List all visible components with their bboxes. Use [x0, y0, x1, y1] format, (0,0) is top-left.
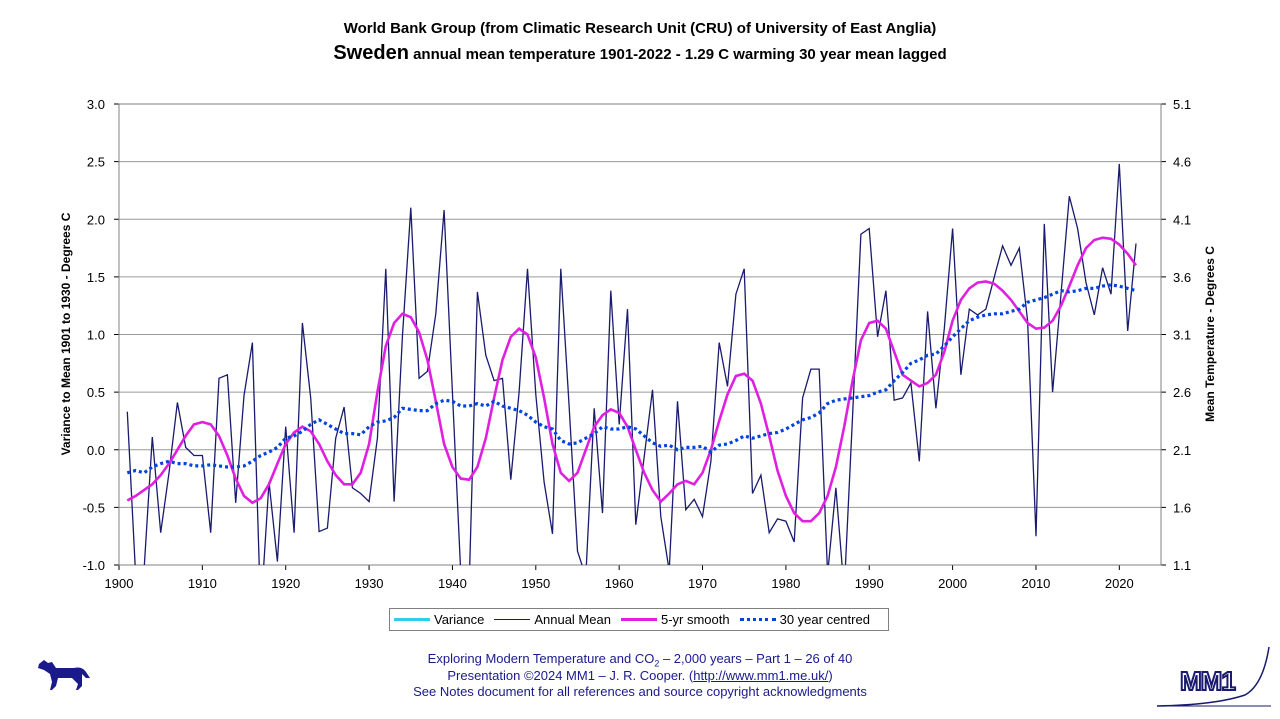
chart-title-line1: World Bank Group (from Climatic Research…: [343, 20, 937, 37]
y-tick-right-2: 2.1: [1173, 443, 1191, 458]
y-tick-right-6: 4.1: [1173, 212, 1191, 227]
plot-frame: [118, 103, 1162, 566]
x-tick-1: 1910: [188, 576, 217, 591]
x-tick-6: 1960: [605, 576, 634, 591]
x-tick-9: 1990: [855, 576, 884, 591]
x-tick-10: 2000: [938, 576, 967, 591]
y-tick-left-6: 2.0: [87, 212, 105, 227]
y-tick-left-7: 2.5: [87, 155, 105, 170]
chart-title-country: Sweden: [333, 42, 409, 64]
legend-swatch-centred: [739, 618, 776, 621]
series-annual-mean: [126, 163, 1137, 565]
y-axis-left-title: Variance to Mean 1901 to 1930 - Degrees …: [59, 212, 73, 456]
legend-label-variance: Variance: [434, 612, 485, 627]
footer-line3: See Notes document for all references an…: [413, 684, 867, 699]
mm1-logo-text: MM1: [1180, 666, 1235, 696]
legend-label-annual-mean: Annual Mean: [534, 612, 611, 627]
y-tick-right-0: 1.1: [1173, 558, 1191, 573]
x-tick-0: 1900: [105, 576, 134, 591]
legend-item-variance: Variance: [394, 612, 484, 627]
footer-line2-prefix: Presentation ©2024 MM1 – J. R. Cooper. (: [447, 668, 694, 683]
footer-line2: Presentation ©2024 MM1 – J. R. Cooper. (…: [0, 668, 1280, 684]
y-axis-right-title: Mean Temperature - Degrees C: [1203, 246, 1217, 422]
footer-line1-suffix: – 2,000 years – Part 1 – 26 of 40: [659, 651, 853, 666]
x-tick-11: 2010: [1021, 576, 1050, 591]
y-tick-left-4: 1.0: [87, 328, 105, 343]
footer-line2-suffix: ): [828, 668, 833, 683]
footer-line1-sub: 2: [654, 658, 660, 669]
x-tick-2: 1920: [271, 576, 300, 591]
y-tick-right-5: 3.6: [1173, 270, 1191, 285]
chart-title-rest: annual mean temperature 1901-2022 - 1.29…: [413, 46, 947, 63]
y-tick-left-8: 3.0: [87, 97, 105, 112]
y-tick-right-7: 4.6: [1173, 155, 1191, 170]
footer-line1-prefix: Exploring Modern Temperature and CO: [427, 651, 655, 666]
legend-label-smooth: 5-yr smooth: [660, 612, 730, 627]
y-tick-left-2: 0.0: [87, 443, 105, 458]
legend-swatch-annual-mean: [494, 619, 531, 620]
footer-line1: Exploring Modern Temperature and CO2 – 2…: [0, 651, 1280, 672]
x-tick-5: 1950: [521, 576, 550, 591]
legend-item-smooth: 5-yr smooth: [620, 612, 730, 627]
y-tick-left-5: 1.5: [87, 270, 105, 285]
y-tick-right-1: 1.6: [1173, 500, 1191, 515]
x-tick-12: 2020: [1105, 576, 1134, 591]
y-tick-right-8: 5.1: [1173, 97, 1191, 112]
series-30yr-centred: [126, 283, 1137, 475]
x-tick-7: 1970: [688, 576, 717, 591]
legend-swatch-variance: [394, 618, 430, 621]
dog-logo-icon: [38, 660, 90, 690]
legend-label-centred: 30 year centred: [779, 612, 870, 627]
mm1-logo-icon: MM1: [1156, 646, 1271, 707]
y-tick-left-0: -1.0: [83, 558, 105, 573]
y-tick-left-3: 0.5: [87, 385, 105, 400]
footer-link[interactable]: http://www.mm1.me.uk/: [693, 668, 829, 683]
series-5yr-smooth: [126, 236, 1138, 523]
y-tick-right-4: 3.1: [1173, 328, 1191, 343]
legend-item-annual-mean: Annual Mean: [494, 612, 611, 627]
x-tick-8: 1980: [771, 576, 800, 591]
x-tick-4: 1940: [438, 576, 467, 591]
legend-item-centred: 30 year centred: [739, 612, 870, 627]
x-tick-3: 1930: [355, 576, 384, 591]
legend-swatch-smooth: [620, 618, 657, 621]
chart-title-line2: Sweden annual mean temperature 1901-2022…: [0, 42, 1280, 65]
y-tick-right-3: 2.6: [1173, 385, 1191, 400]
y-tick-left-1: -0.5: [83, 500, 105, 515]
chart-legend: Variance Annual Mean 5-yr smooth 30 year…: [389, 608, 889, 631]
